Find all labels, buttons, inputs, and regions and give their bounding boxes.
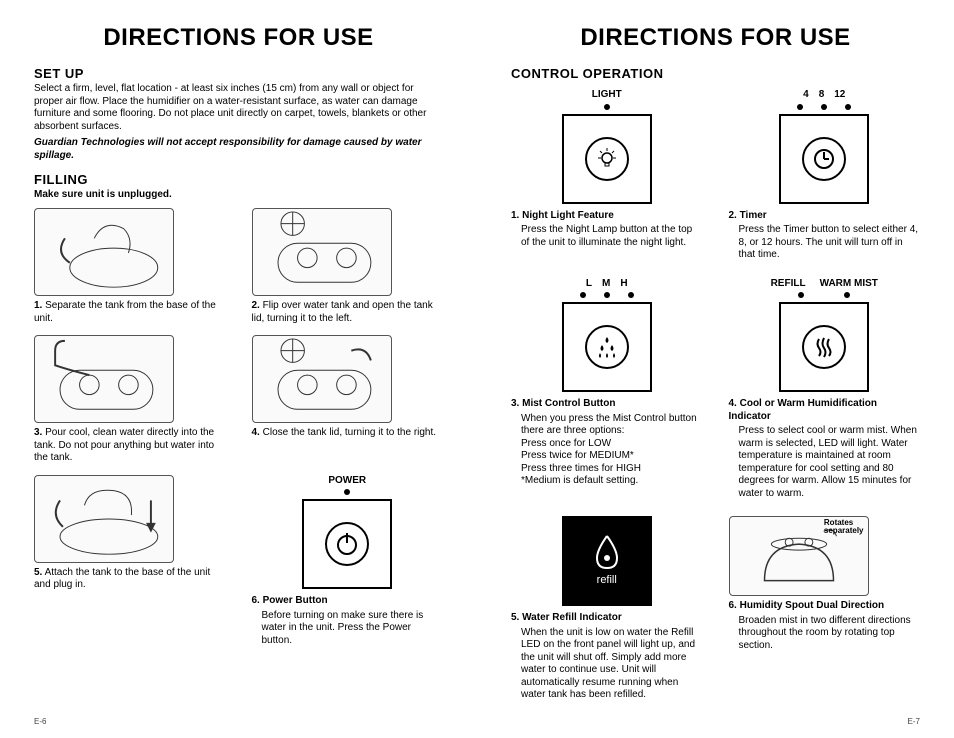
power-icon	[302, 499, 392, 589]
c1-title: 1. Night Light Feature	[511, 210, 703, 223]
step-4-caption: 4. Close the tank lid, turning it to the…	[252, 427, 444, 440]
c2-body: Press the Timer button to select either …	[729, 224, 921, 262]
control-1: LIGHT 1. Night Light Feature Press the N…	[511, 89, 703, 262]
control-6: Rotates separately 6. Humidity Spout Dua…	[729, 516, 921, 702]
filling-grid: 1. Separate the tank from the base of th…	[34, 208, 443, 647]
setup-body: Select a firm, level, flat location - at…	[34, 83, 443, 133]
c6-title: 6. Humidity Spout Dual Direction	[729, 600, 921, 613]
control-3: L M H 3. Mist Control Button	[511, 278, 703, 501]
c6-body: Broaden mist in two different directions…	[729, 615, 921, 653]
page-title-right: DIRECTIONS FOR USE	[511, 24, 920, 52]
c3-body: When you press the Mist Control button t…	[511, 413, 703, 488]
filling-note: Make sure unit is unplugged.	[34, 189, 443, 200]
step-2-caption: 2. Flip over water tank and open the tan…	[252, 300, 444, 325]
step-2-figure	[252, 208, 392, 296]
c5-body: When the unit is low on water the Refill…	[511, 627, 703, 702]
setup-heading: SET UP	[34, 66, 443, 81]
spout-figure: Rotates separately	[729, 516, 869, 596]
step-4-figure	[252, 335, 392, 423]
page-number-right: E-7	[908, 717, 920, 726]
step-3-caption: 3. Pour cool, clean water directly into …	[34, 427, 226, 465]
control-4: REFILL WARM MIST 4. Cool or Warm Humidif…	[729, 278, 921, 501]
page-title-left: DIRECTIONS FOR USE	[34, 24, 443, 52]
power-body: Before turning on make sure there is wat…	[252, 610, 444, 648]
disclaimer: Guardian Technologies will not accept re…	[34, 137, 443, 162]
right-page: DIRECTIONS FOR USE CONTROL OPERATION LIG…	[477, 0, 954, 738]
step-5-caption: 5. Attach the tank to the base of the un…	[34, 567, 226, 592]
mist-icon	[562, 302, 652, 392]
page-number-left: E-6	[34, 717, 46, 726]
c2-title: 2. Timer	[729, 210, 921, 223]
c5-title: 5. Water Refill Indicator	[511, 612, 703, 625]
c4-body: Press to select cool or warm mist. When …	[729, 425, 921, 500]
control-heading: CONTROL OPERATION	[511, 66, 920, 81]
c3-title: 3. Mist Control Button	[511, 398, 703, 411]
refill-text: refill	[597, 574, 617, 588]
filling-heading: FILLING	[34, 172, 443, 187]
warm-icon	[779, 302, 869, 392]
control-grid: LIGHT 1. Night Light Feature Press the N…	[511, 89, 920, 702]
c1-label: LIGHT	[592, 89, 622, 102]
step-6: POWER 6. Power Button Before turning on …	[252, 475, 444, 648]
step-3: 3. Pour cool, clean water directly into …	[34, 335, 226, 465]
left-page: DIRECTIONS FOR USE SET UP Select a firm,…	[0, 0, 477, 738]
step-5-figure	[34, 475, 174, 563]
control-2: 4 8 12 2. Timer Press the Timer button t…	[729, 89, 921, 262]
power-label: POWER	[252, 475, 444, 488]
step-2: 2. Flip over water tank and open the tan…	[252, 208, 444, 325]
refill-icon: refill	[562, 516, 652, 606]
step-1: 1. Separate the tank from the base of th…	[34, 208, 226, 325]
power-title: 6. Power Button	[252, 595, 444, 608]
timer-icon	[779, 114, 869, 204]
step-1-figure	[34, 208, 174, 296]
step-5: 5. Attach the tank to the base of the un…	[34, 475, 226, 648]
c4-title: 4. Cool or Warm Humidification Indicator	[729, 398, 921, 423]
step-1-caption: 1. Separate the tank from the base of th…	[34, 300, 226, 325]
light-icon	[562, 114, 652, 204]
control-5: refill 5. Water Refill Indicator When th…	[511, 516, 703, 702]
c1-body: Press the Night Lamp button at the top o…	[511, 224, 703, 249]
step-4: 4. Close the tank lid, turning it to the…	[252, 335, 444, 465]
step-3-figure	[34, 335, 174, 423]
